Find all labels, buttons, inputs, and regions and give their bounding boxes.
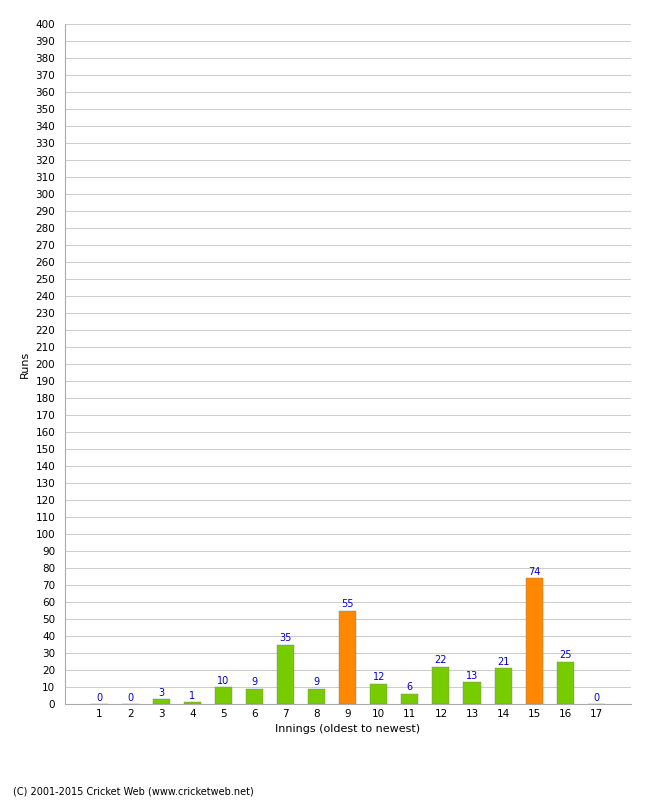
Y-axis label: Runs: Runs <box>20 350 30 378</box>
Bar <box>339 610 356 704</box>
Text: 21: 21 <box>497 657 509 667</box>
Bar <box>556 662 574 704</box>
Bar <box>463 682 480 704</box>
Bar <box>153 699 170 704</box>
Text: 0: 0 <box>127 693 133 702</box>
Text: 74: 74 <box>528 567 540 577</box>
Text: 0: 0 <box>593 693 599 702</box>
Text: 22: 22 <box>435 655 447 666</box>
Bar <box>184 702 201 704</box>
Bar <box>495 668 512 704</box>
X-axis label: Innings (oldest to newest): Innings (oldest to newest) <box>275 725 421 734</box>
Text: 35: 35 <box>280 633 292 643</box>
Text: 12: 12 <box>372 672 385 682</box>
Bar <box>308 689 325 704</box>
Text: 13: 13 <box>466 670 478 681</box>
Bar <box>215 687 232 704</box>
Text: 25: 25 <box>559 650 571 660</box>
Bar <box>277 645 294 704</box>
Text: 1: 1 <box>189 691 196 701</box>
Bar <box>526 578 543 704</box>
Text: 0: 0 <box>96 693 102 702</box>
Text: 9: 9 <box>252 678 257 687</box>
Text: 6: 6 <box>407 682 413 693</box>
Bar <box>432 666 450 704</box>
Text: 55: 55 <box>341 599 354 609</box>
Text: 3: 3 <box>159 687 164 698</box>
Text: (C) 2001-2015 Cricket Web (www.cricketweb.net): (C) 2001-2015 Cricket Web (www.cricketwe… <box>13 786 254 796</box>
Bar <box>370 683 387 704</box>
Bar <box>401 694 419 704</box>
Text: 10: 10 <box>217 676 229 686</box>
Bar <box>246 689 263 704</box>
Text: 9: 9 <box>313 678 320 687</box>
